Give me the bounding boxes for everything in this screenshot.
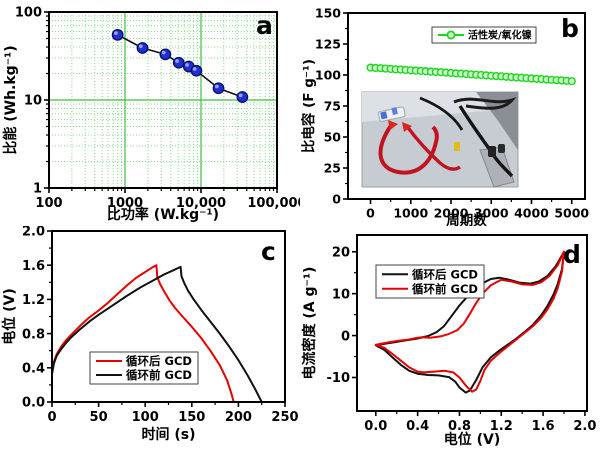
- svg-text:0: 0: [366, 206, 375, 221]
- svg-text:20: 20: [332, 245, 350, 260]
- svg-text:2000: 2000: [434, 206, 469, 221]
- y-axis-label: 比电容 (F g⁻¹): [300, 59, 317, 153]
- svg-text:100,000: 100,000: [247, 196, 300, 211]
- series-cv-after-cycling: [374, 250, 565, 394]
- panel-b-chart: 0 1000 2000 3000 4000 5000 0 25 50 75 100 125 150 周期数…: [300, 6, 589, 230]
- svg-text:1.6: 1.6: [532, 419, 555, 434]
- svg-text:循环前 GCD: 循环前 GCD: [125, 368, 192, 382]
- plot-frame: [356, 234, 588, 412]
- svg-text:0.4: 0.4: [22, 361, 45, 376]
- x-axis-label: 周期数: [446, 212, 487, 226]
- x-axis: 100 1000 10,000 100,000: [35, 188, 307, 211]
- svg-text:125: 125: [315, 37, 341, 52]
- x-axis-label: 比功率 (W.kg⁻¹): [107, 206, 219, 223]
- svg-text:0.8: 0.8: [448, 419, 471, 434]
- panel-letter-c: c: [261, 237, 276, 266]
- svg-text:100: 100: [315, 68, 341, 83]
- panel-a-chart: 100 1000 10,000 100,000 1 10 100 比功率 (W.kg⁻¹) 比能…: [2, 6, 307, 223]
- svg-text:活性炭/氧化镍: 活性炭/氧化镍: [468, 29, 532, 42]
- svg-text:0.0: 0.0: [364, 419, 387, 434]
- panel-d-cv-plot: 0.0 0.4 0.8 1.2 1.6 2.0 -10 0 10 20 电位 (V) 电流密度 (A …: [300, 226, 600, 452]
- svg-text:5000: 5000: [554, 206, 589, 221]
- svg-text:10: 10: [332, 287, 350, 302]
- svg-text:循环前 GCD: 循环前 GCD: [411, 282, 478, 296]
- series-capacitance-retention: [366, 63, 576, 86]
- svg-text:0.0: 0.0: [22, 396, 45, 411]
- y-axis: 0.0 0.4 0.8 1.2 1.6 2.0: [22, 225, 52, 411]
- svg-text:100: 100: [35, 196, 62, 211]
- y-axis-label: 比能 (Wh.kg⁻¹): [2, 45, 19, 154]
- svg-text:200: 200: [225, 410, 252, 425]
- panel-d-chart: 0.0 0.4 0.8 1.2 1.6 2.0 -10 0 10 20 电位 (V) 电流密度 (A …: [301, 234, 596, 448]
- svg-text:0: 0: [332, 192, 341, 207]
- svg-text:1.2: 1.2: [22, 293, 45, 308]
- svg-text:100: 100: [132, 410, 159, 425]
- svg-text:0.4: 0.4: [406, 419, 429, 434]
- x-axis-label: 电位 (V): [444, 431, 501, 448]
- panel-letter-d: d: [563, 240, 581, 269]
- svg-text:0.8: 0.8: [22, 327, 45, 342]
- svg-text:250: 250: [271, 410, 298, 425]
- svg-text:循环后 GCD: 循环后 GCD: [411, 267, 478, 281]
- svg-text:100: 100: [15, 6, 42, 21]
- inset-photo: [361, 91, 519, 188]
- svg-text:循环后 GCD: 循环后 GCD: [125, 354, 192, 368]
- svg-text:0: 0: [47, 410, 56, 425]
- svg-text:2.0: 2.0: [22, 226, 45, 240]
- svg-text:3000: 3000: [474, 206, 509, 221]
- y-axis: -10 0 10 20: [327, 245, 357, 386]
- x-axis: 0.0 0.4 0.8 1.2 1.6 2.0: [364, 411, 596, 434]
- series-gcd-after-cycling: [51, 264, 235, 403]
- svg-text:2.0: 2.0: [573, 419, 596, 434]
- svg-text:10: 10: [24, 94, 42, 109]
- y-axis: 0 25 50 75 100 125 150: [315, 6, 348, 207]
- svg-text:150: 150: [315, 6, 341, 21]
- panel-c-gcd-plot: 0 50 100 150 200 250 0.0 0.4 0.8 1.2 1.6 2.0 时间 (s) 电…: [0, 225, 300, 452]
- svg-text:0: 0: [341, 329, 350, 344]
- grid: [49, 12, 277, 188]
- svg-text:50: 50: [324, 130, 342, 145]
- svg-text:50: 50: [90, 410, 108, 425]
- y-axis-label: 电位 (V): [1, 288, 18, 345]
- legend: 活性炭/氧化镍: [431, 26, 537, 44]
- svg-text:10,000: 10,000: [176, 196, 226, 211]
- svg-text:4000: 4000: [514, 206, 549, 221]
- svg-text:75: 75: [324, 99, 341, 114]
- svg-text:1: 1: [33, 182, 42, 197]
- series-ragone-curve: [111, 28, 249, 103]
- x-axis: 0 1000 2000 3000 4000 5000: [366, 199, 589, 221]
- svg-text:1000: 1000: [107, 196, 143, 211]
- svg-text:-10: -10: [327, 371, 351, 386]
- series-cv-before-cycling: [374, 250, 565, 393]
- svg-text:1000: 1000: [393, 206, 428, 221]
- svg-text:1.6: 1.6: [22, 259, 45, 274]
- x-axis: 0 50 100 150 200 250: [47, 402, 299, 425]
- panel-c-chart: 0 50 100 150 200 250 0.0 0.4 0.8 1.2 1.6 2.0 时间 (s) 电…: [1, 225, 299, 443]
- series-gcd-before-cycling: [51, 265, 263, 403]
- panel-letter-b: b: [561, 14, 579, 43]
- panel-letter-a: a: [256, 11, 273, 40]
- svg-text:1.2: 1.2: [490, 419, 513, 434]
- y-axis-label: 电流密度 (A g⁻¹): [301, 267, 318, 380]
- panel-b-cycling-stability-plot: 0 1000 2000 3000 4000 5000 0 25 50 75 100 125 150 周期数…: [300, 0, 600, 230]
- svg-text:25: 25: [324, 161, 341, 176]
- svg-text:150: 150: [178, 410, 205, 425]
- y-axis: 1 10 100: [15, 6, 49, 197]
- panel-a-ragone-plot: 100 1000 10,000 100,000 1 10 100 比功率 (W.kg⁻¹) 比能…: [0, 0, 307, 226]
- x-axis-label: 时间 (s): [141, 426, 195, 443]
